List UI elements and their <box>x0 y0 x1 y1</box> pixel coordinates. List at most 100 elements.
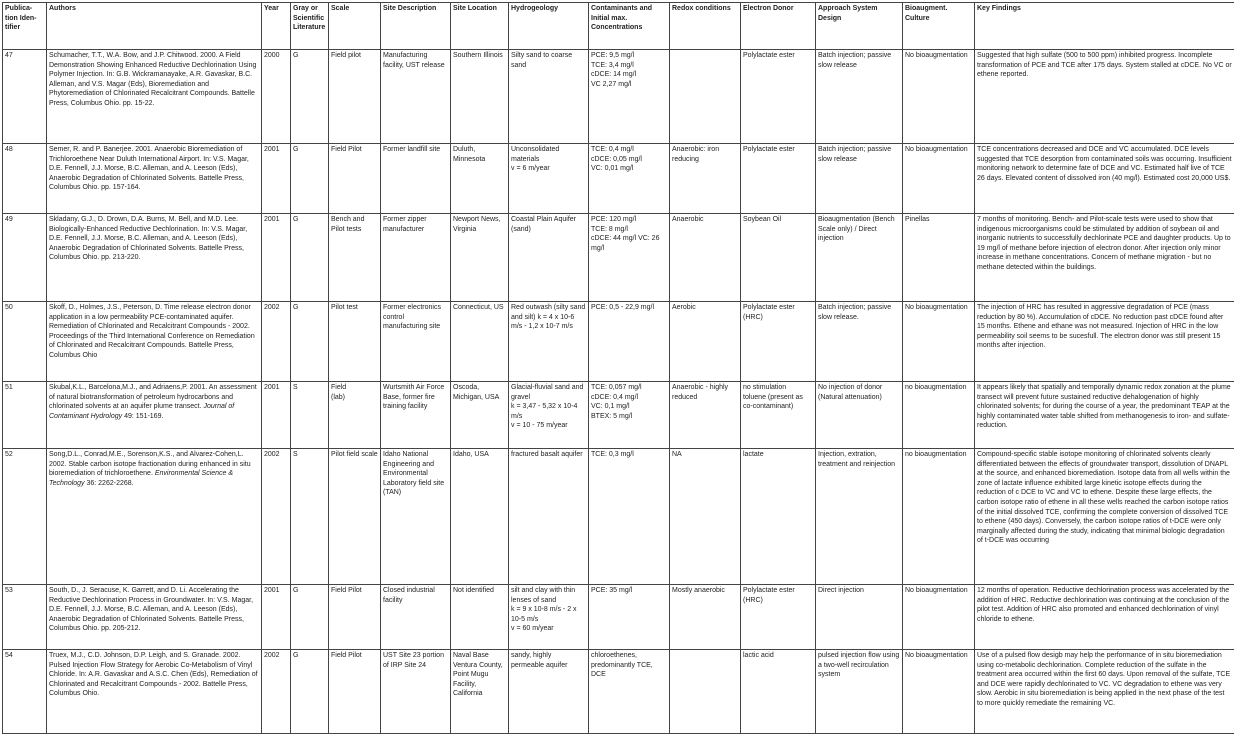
cell-electron-donor: lactic acid <box>740 649 816 734</box>
cell-authors: South, D., J. Seracuse, K. Garrett, and … <box>46 584 262 650</box>
column-header-literature: Gray or Scientific Literature <box>290 2 329 50</box>
cell-site-description: Former zipper manufacturer <box>380 213 451 302</box>
cell-literature: S <box>290 448 329 585</box>
column-header-approach: Approach System Design <box>815 2 903 50</box>
cell-approach: pulsed injection flow using a two-well r… <box>815 649 903 734</box>
cell-identifier: 49 <box>2 213 47 302</box>
cell-contaminants: PCE: 9,5 mg/l TCE: 3,4 mg/l cDCE: 14 mg/… <box>588 49 670 144</box>
cell-literature: G <box>290 649 329 734</box>
table-row: 51 Skubal,K.L., Barcelona,M.J., and Adri… <box>2 381 1234 449</box>
table-row: 53 South, D., J. Seracuse, K. Garrett, a… <box>2 584 1234 650</box>
cell-year: 2001 <box>261 381 291 449</box>
cell-site-location: Not identified <box>450 584 509 650</box>
cell-key-findings: Suggested that high sulfate (500 to 500 … <box>974 49 1234 144</box>
cell-hydrogeology: fractured basalt aquifer <box>508 448 589 585</box>
cell-scale: Bench and Pilot tests <box>328 213 381 302</box>
citation-pages: 36: 2262-2268. <box>84 479 134 487</box>
cell-hydrogeology: Coastal Plain Aquifer (sand) <box>508 213 589 302</box>
column-header-scale: Scale <box>328 2 381 50</box>
cell-approach: No injection of donor (Natural attenuati… <box>815 381 903 449</box>
column-header-hydrogeology: Hydrogeology <box>508 2 589 50</box>
cell-year: 2000 <box>261 49 291 144</box>
cell-literature: G <box>290 49 329 144</box>
cell-bioaugment: No bioaugmentation <box>902 301 975 382</box>
cell-site-location: Oscoda, Michigan, USA <box>450 381 509 449</box>
cell-identifier: 47 <box>2 49 47 144</box>
cell-bioaugment: No bioaugmentation <box>902 584 975 650</box>
cell-site-description: Closed industrial facility <box>380 584 451 650</box>
cell-literature: G <box>290 584 329 650</box>
literature-table: Publica- tion Iden- tifier Authors Year … <box>2 2 1234 734</box>
cell-year: 2002 <box>261 649 291 734</box>
cell-contaminants: PCE: 35 mg/l <box>588 584 670 650</box>
cell-key-findings: The injection of HRC has resulted in agg… <box>974 301 1234 382</box>
cell-redox: Anaerobic - highly reduced <box>669 381 741 449</box>
cell-key-findings: It appears likely that spatially and tem… <box>974 381 1234 449</box>
cell-site-location: Idaho, USA <box>450 448 509 585</box>
cell-scale: Pilot test <box>328 301 381 382</box>
table-row: 47 Schumacher, T.T., W.A. Bow, and J.P. … <box>2 49 1234 144</box>
citation-text: Song,D.L., Conrad,M.E., Sorenson,K.S., a… <box>49 451 251 478</box>
cell-approach: Injection, extration, treatment and rein… <box>815 448 903 585</box>
cell-literature: S <box>290 381 329 449</box>
cell-key-findings: 12 months of operation. Reductive dechlo… <box>974 584 1234 650</box>
column-header-contaminants: Contaminants and Initial max. Concentrat… <box>588 2 670 50</box>
cell-contaminants: TCE: 0,3 mg/l <box>588 448 670 585</box>
cell-literature: G <box>290 143 329 214</box>
column-header-redox: Redox conditions <box>669 2 741 50</box>
cell-approach: Direct injection <box>815 584 903 650</box>
cell-contaminants: TCE: 0,057 mg/l cDCE: 0,4 mg/l VC: 0,1 m… <box>588 381 670 449</box>
journal-name: Journal of Contaminant Hydrology <box>49 403 235 420</box>
cell-hydrogeology: sandy, highly permeable aquifer <box>508 649 589 734</box>
cell-approach: Bioaugmentation (Bench Scale only) / Dir… <box>815 213 903 302</box>
cell-authors: Skladany, G.J., D. Drown, D.A. Burns, M.… <box>46 213 262 302</box>
cell-authors: Truex, M.J., C.D. Johnson, D.P. Leigh, a… <box>46 649 262 734</box>
cell-redox: Aerobic <box>669 301 741 382</box>
cell-literature: G <box>290 301 329 382</box>
cell-year: 2001 <box>261 213 291 302</box>
cell-bioaugment: No bioaugmentation <box>902 49 975 144</box>
cell-contaminants: TCE: 0,4 mg/l cDCE: 0,05 mg/l VC: 0,01 m… <box>588 143 670 214</box>
cell-redox <box>669 649 741 734</box>
table-row: 50 Skoff, D., Holmes, J.S., Peterson, D.… <box>2 301 1234 382</box>
cell-year: 2001 <box>261 584 291 650</box>
cell-identifier: 48 <box>2 143 47 214</box>
cell-electron-donor: lactate <box>740 448 816 585</box>
cell-site-description: Manufacturing facility, UST release <box>380 49 451 144</box>
cell-authors: Skubal,K.L., Barcelona,M.J., and Adriaen… <box>46 381 262 449</box>
cell-contaminants: chloroethenes, predominantly TCE, DCE <box>588 649 670 734</box>
cell-authors: Semer, R. and P. Banerjee. 2001. Anaerob… <box>46 143 262 214</box>
column-header-year: Year <box>261 2 291 50</box>
cell-key-findings: Use of a pulsed flow desigb may help the… <box>974 649 1234 734</box>
cell-site-description: Idaho National Engineering and Environme… <box>380 448 451 585</box>
cell-identifier: 52 <box>2 448 47 585</box>
cell-scale: Field Pilot <box>328 649 381 734</box>
cell-site-description: Former electronics control manufacturing… <box>380 301 451 382</box>
cell-year: 2001 <box>261 143 291 214</box>
cell-electron-donor: Polylactate ester (HRC) <box>740 584 816 650</box>
cell-authors: Skoff, D., Holmes, J.S., Peterson, D. Ti… <box>46 301 262 382</box>
cell-key-findings: TCE concentrations decreased and DCE and… <box>974 143 1234 214</box>
cell-redox: Anaerobic <box>669 213 741 302</box>
cell-site-location: Connecticut, US <box>450 301 509 382</box>
table-row: 49 Skladany, G.J., D. Drown, D.A. Burns,… <box>2 213 1234 302</box>
cell-contaminants: PCE: 0,5 - 22,9 mg/l <box>588 301 670 382</box>
cell-scale: Field Pilot <box>328 584 381 650</box>
table-row: 54 Truex, M.J., C.D. Johnson, D.P. Leigh… <box>2 649 1234 734</box>
cell-authors: Schumacher, T.T., W.A. Bow, and J.P. Chi… <box>46 49 262 144</box>
cell-redox: Mostly anaerobic <box>669 584 741 650</box>
cell-electron-donor: Polylactate ester <box>740 49 816 144</box>
column-header-electron-donor: Electron Donor <box>740 2 816 50</box>
column-header-authors: Authors <box>46 2 262 50</box>
table-row: 52 Song,D.L., Conrad,M.E., Sorenson,K.S.… <box>2 448 1234 585</box>
cell-contaminants: PCE: 120 mg/l TCE: 8 mg/l cDCE: 44 mg/l … <box>588 213 670 302</box>
header-row: Publica- tion Iden- tifier Authors Year … <box>2 2 1234 50</box>
cell-bioaugment: No bioaugmentation <box>902 649 975 734</box>
cell-hydrogeology: Red outwash (silty sand and silt) k = 4 … <box>508 301 589 382</box>
cell-site-location: Naval Base Ventura County, Point Mugu Fa… <box>450 649 509 734</box>
cell-literature: G <box>290 213 329 302</box>
cell-bioaugment: Pinellas <box>902 213 975 302</box>
column-header-bioaugment: Bioaugment. Culture <box>902 2 975 50</box>
journal-name: Environmental Science & Technology <box>49 470 234 487</box>
cell-bioaugment: No bioaugmentation <box>902 143 975 214</box>
